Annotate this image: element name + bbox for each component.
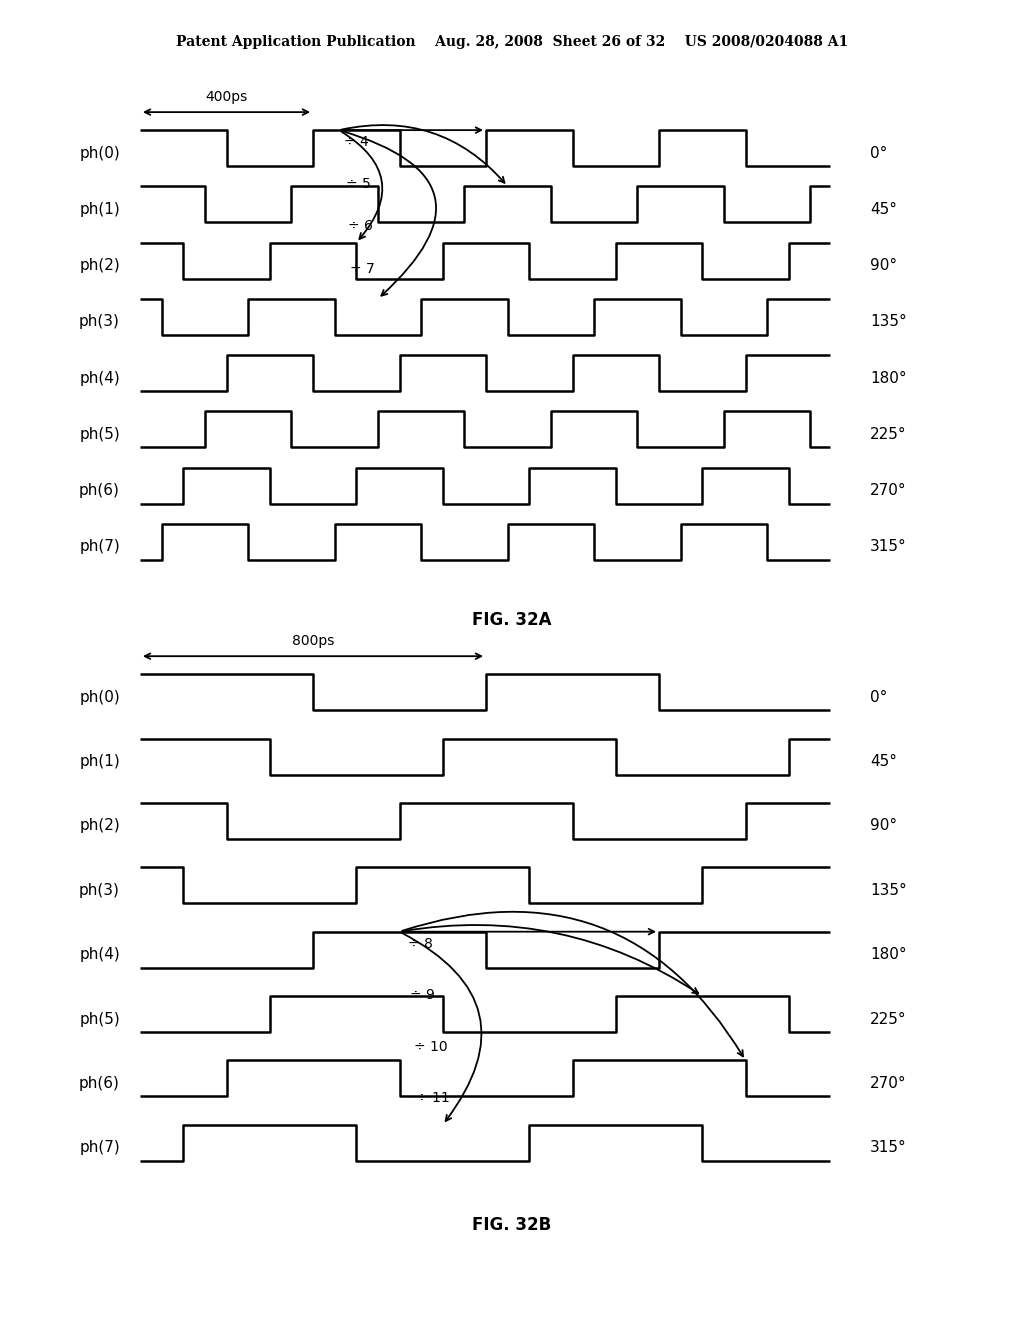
Text: 225°: 225° <box>870 1011 906 1027</box>
Text: ph(6): ph(6) <box>79 1076 120 1090</box>
Text: ph(1): ph(1) <box>79 754 120 770</box>
Text: ph(3): ph(3) <box>79 314 120 330</box>
Text: 0°: 0° <box>870 689 888 705</box>
Text: ph(3): ph(3) <box>79 883 120 898</box>
Text: ph(2): ph(2) <box>79 259 120 273</box>
Text: ph(7): ph(7) <box>79 540 120 554</box>
Text: 45°: 45° <box>870 202 897 216</box>
Text: 270°: 270° <box>870 1076 906 1090</box>
Text: 90°: 90° <box>870 259 897 273</box>
Text: 400ps: 400ps <box>206 90 248 104</box>
Text: FIG. 32B: FIG. 32B <box>472 1216 552 1234</box>
Text: Patent Application Publication    Aug. 28, 2008  Sheet 26 of 32    US 2008/02040: Patent Application Publication Aug. 28, … <box>176 36 848 49</box>
Text: ph(5): ph(5) <box>79 1011 120 1027</box>
Text: 225°: 225° <box>870 426 906 442</box>
Text: ph(6): ph(6) <box>79 483 120 498</box>
Text: 315°: 315° <box>870 1140 906 1155</box>
Text: ph(4): ph(4) <box>79 948 120 962</box>
Text: ph(5): ph(5) <box>79 426 120 442</box>
Text: 180°: 180° <box>870 948 906 962</box>
Text: ph(1): ph(1) <box>79 202 120 216</box>
Text: ÷ 9: ÷ 9 <box>411 989 435 1002</box>
Text: ph(2): ph(2) <box>79 818 120 833</box>
Text: 135°: 135° <box>870 314 906 330</box>
Text: 270°: 270° <box>870 483 906 498</box>
Text: ph(7): ph(7) <box>79 1140 120 1155</box>
Text: 0°: 0° <box>870 145 888 161</box>
Text: ÷ 11: ÷ 11 <box>417 1092 451 1105</box>
Text: 45°: 45° <box>870 754 897 770</box>
Text: ph(0): ph(0) <box>79 689 120 705</box>
Text: ÷ 4: ÷ 4 <box>344 135 369 149</box>
Text: 135°: 135° <box>870 883 906 898</box>
Text: 180°: 180° <box>870 371 906 385</box>
Text: ÷ 8: ÷ 8 <box>408 937 432 950</box>
Text: ÷ 10: ÷ 10 <box>414 1040 447 1053</box>
Text: FIG. 32A: FIG. 32A <box>472 611 552 630</box>
Text: 800ps: 800ps <box>292 634 334 648</box>
Text: ÷ 7: ÷ 7 <box>350 261 375 276</box>
Text: 315°: 315° <box>870 540 906 554</box>
Text: ph(4): ph(4) <box>79 371 120 385</box>
Text: 90°: 90° <box>870 818 897 833</box>
Text: ph(0): ph(0) <box>79 145 120 161</box>
Text: ÷ 5: ÷ 5 <box>346 177 371 191</box>
Text: ÷ 6: ÷ 6 <box>348 219 373 234</box>
